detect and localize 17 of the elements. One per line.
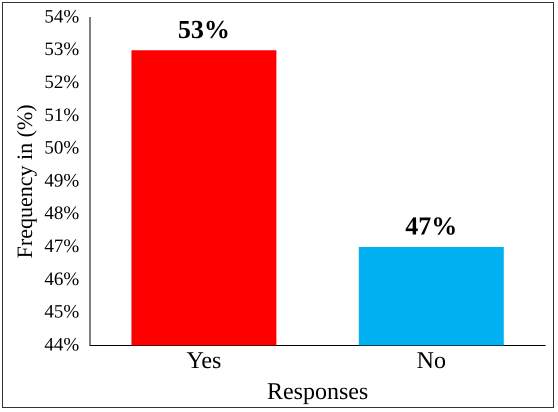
x-tick-label: No — [416, 348, 446, 374]
y-tick-label: 44% — [44, 334, 80, 356]
y-tick-label: 52% — [44, 72, 80, 93]
y-tick-label: 47% — [44, 236, 80, 257]
x-tick-label: Yes — [186, 348, 222, 374]
y-tick-label: 50% — [44, 138, 80, 159]
y-tick-label: 51% — [44, 104, 80, 126]
data-label: 47% — [405, 212, 458, 241]
y-tick-label: 48% — [44, 203, 80, 224]
y-tick-label: 53% — [44, 39, 80, 60]
x-axis-title: Responses — [266, 378, 368, 405]
y-tick-label: 54% — [44, 6, 80, 28]
y-tick-label: 49% — [44, 170, 80, 192]
y-tick-label: 46% — [44, 268, 80, 290]
data-label: 53% — [178, 14, 230, 44]
y-tick-label: 45% — [44, 302, 80, 323]
y-axis-title: Frequency in (%) — [12, 104, 37, 258]
